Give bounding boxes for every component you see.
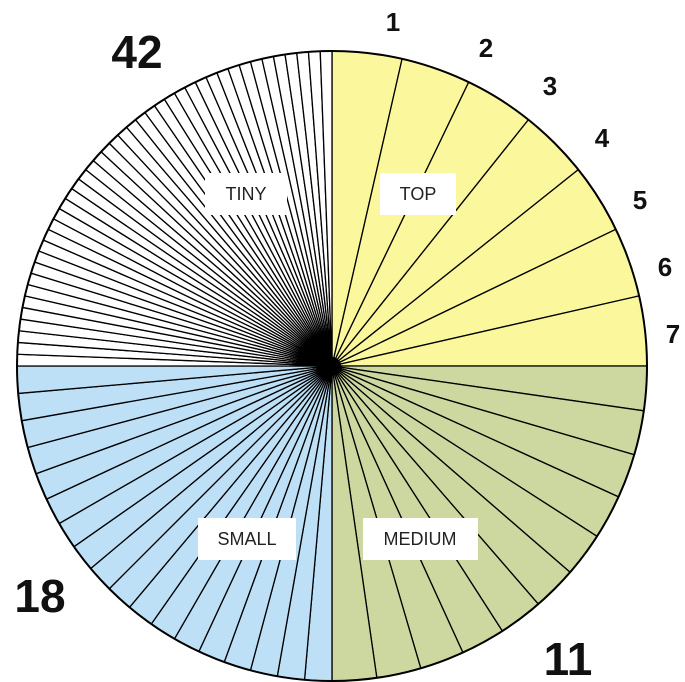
top-slice-label-5: 5 xyxy=(633,185,647,215)
quadrant-label-tiny: TINY xyxy=(205,173,287,215)
tiny-count-label: 42 xyxy=(111,26,162,78)
top-slice-label-4: 4 xyxy=(595,123,610,153)
quadrant-label-top-text: TOP xyxy=(400,184,437,204)
small-count-label: 18 xyxy=(14,570,65,622)
medium-count-label: 11 xyxy=(544,633,593,682)
top-slice-label-1: 1 xyxy=(386,7,400,37)
quadrant-label-small-text: SMALL xyxy=(217,529,276,549)
quadrant-label-top: TOP xyxy=(380,173,456,215)
top-slice-label-3: 3 xyxy=(543,71,557,101)
top-slice-label-7: 7 xyxy=(666,319,680,349)
quadrant-label-medium: MEDIUM xyxy=(363,518,478,560)
quadrant-label-medium-text: MEDIUM xyxy=(384,529,457,549)
quadrant-label-small: SMALL xyxy=(198,518,296,560)
pie-center-hub xyxy=(323,357,341,375)
top-slice-label-6: 6 xyxy=(658,252,672,282)
pie-outline-circle xyxy=(16,50,648,682)
quadrant-label-tiny-text: TINY xyxy=(225,184,266,204)
pie-outline xyxy=(16,50,648,682)
top-slice-label-2: 2 xyxy=(479,33,493,63)
